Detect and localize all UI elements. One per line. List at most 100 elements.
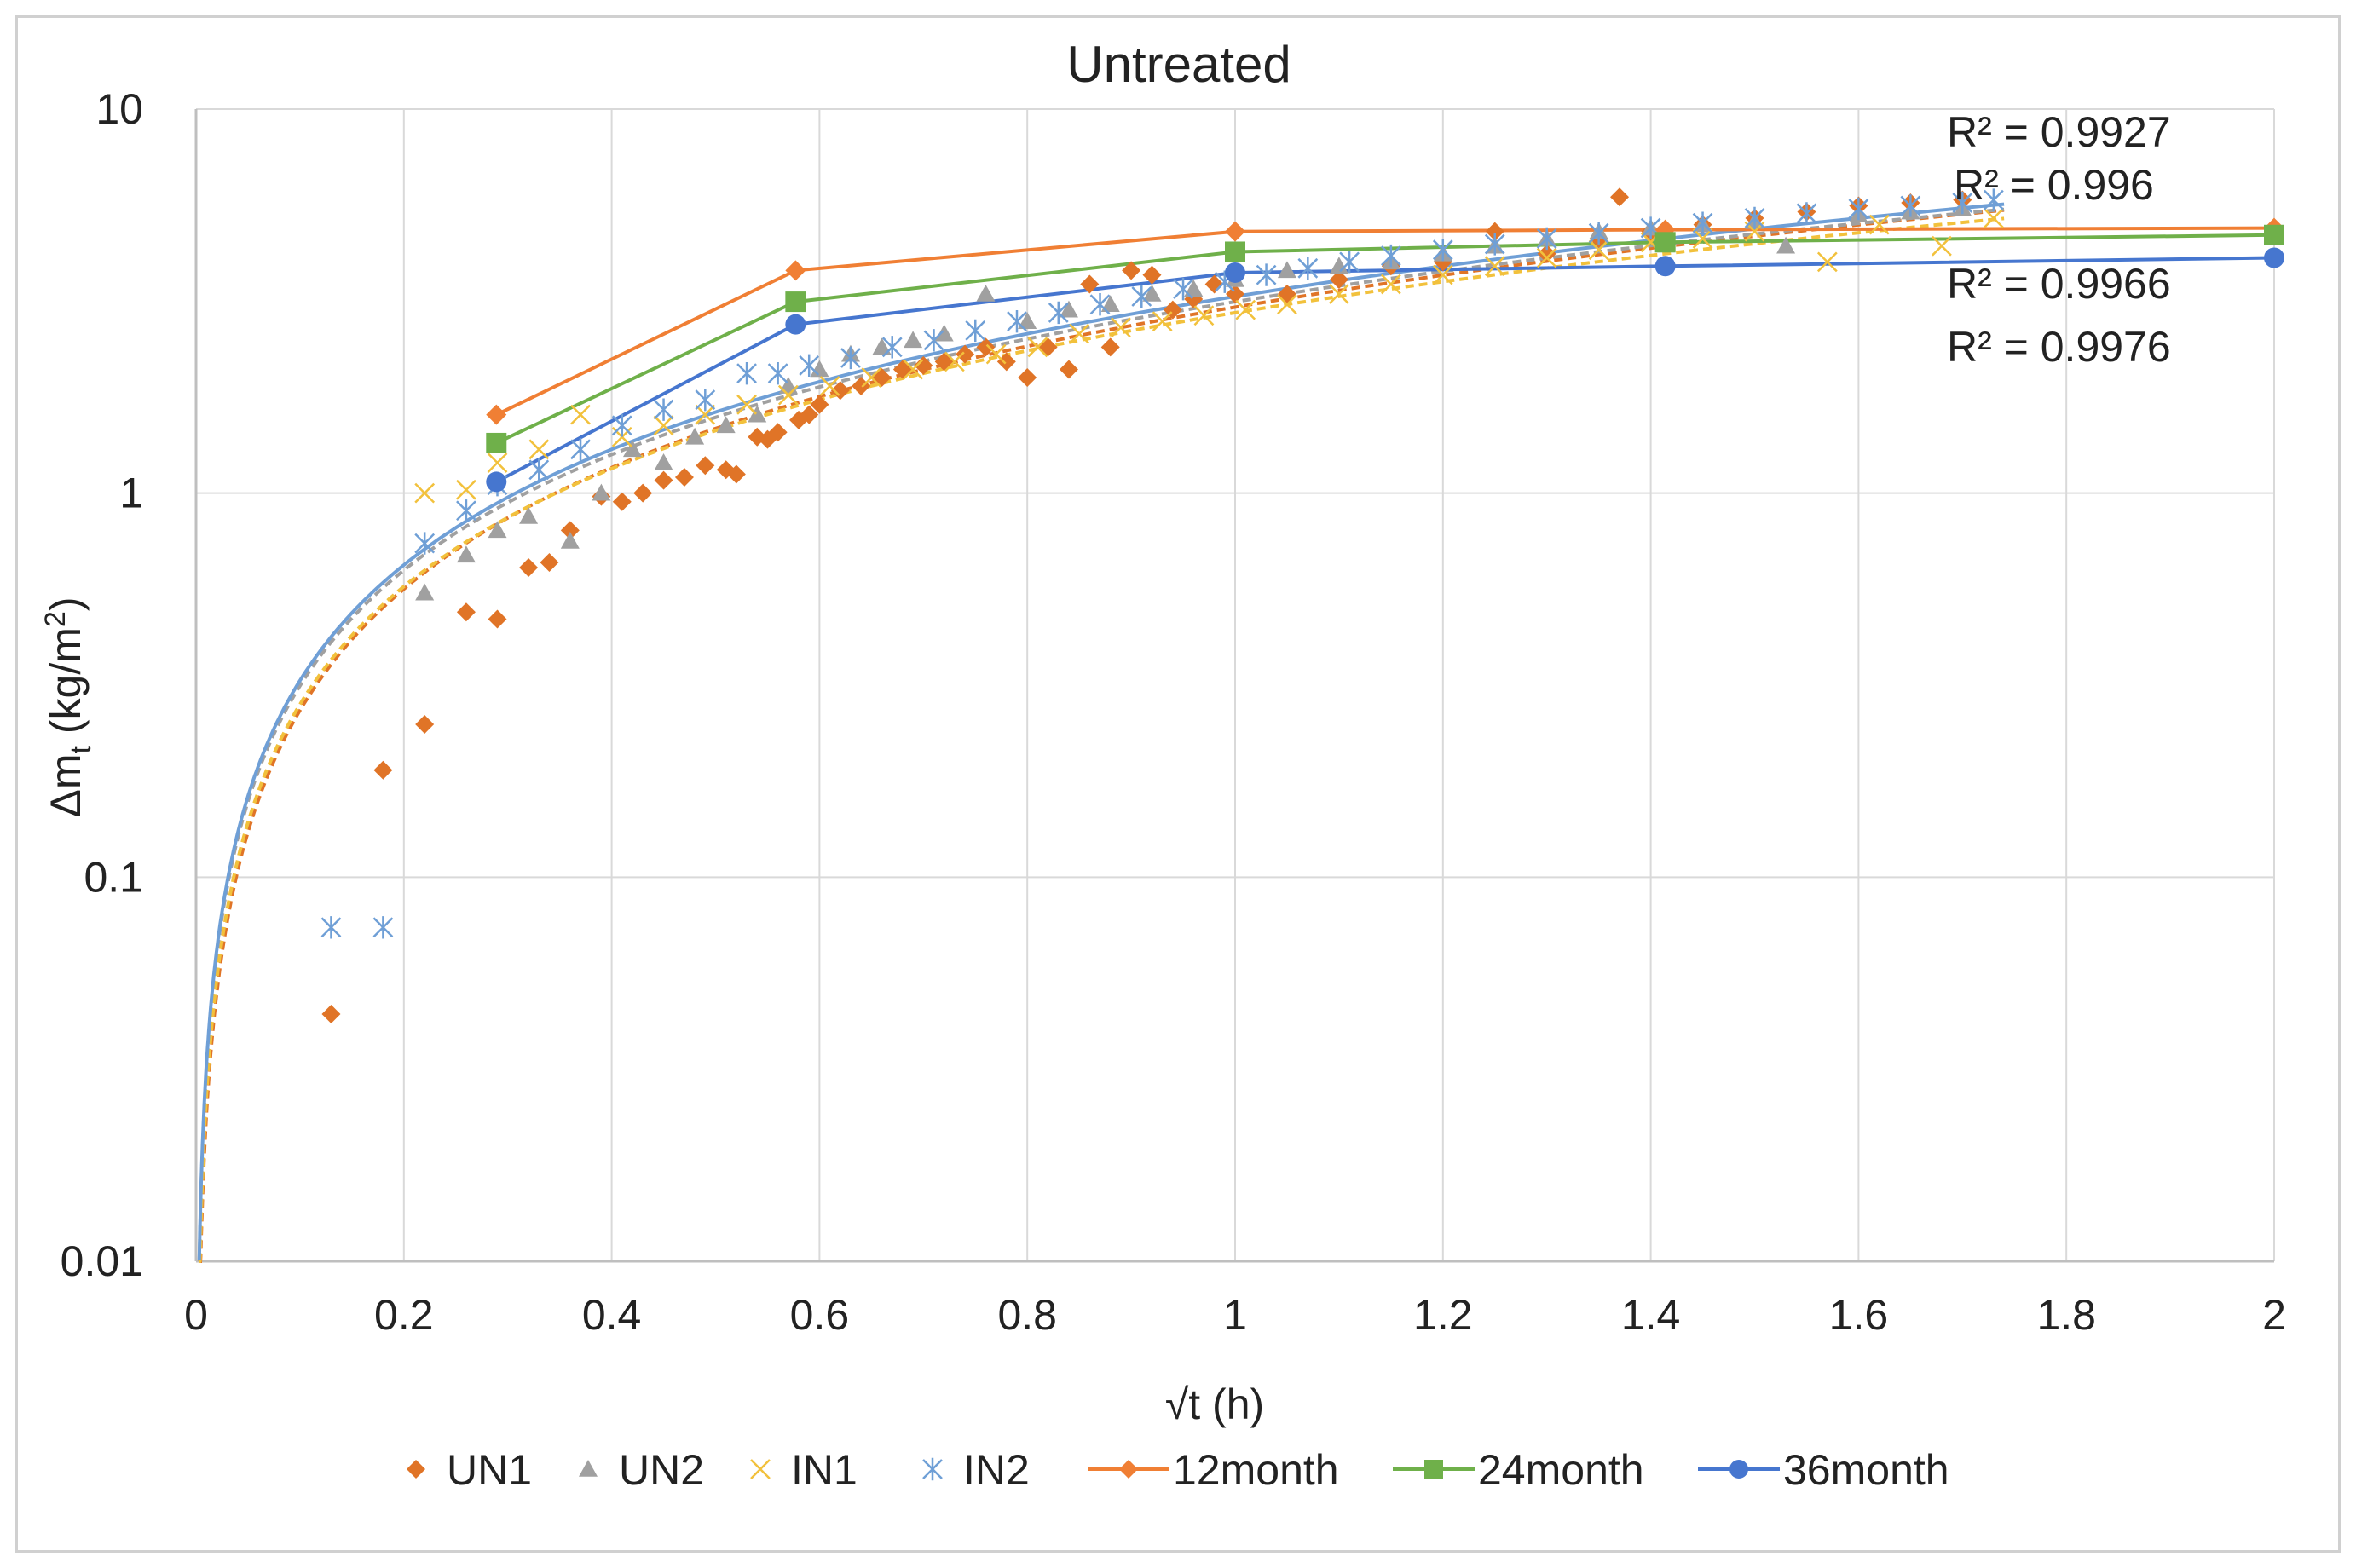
x-tick-label: 1.6 <box>1829 1291 1889 1339</box>
point-UN2 <box>872 337 892 355</box>
point-IN2 <box>1744 206 1765 230</box>
point-36month <box>785 314 806 335</box>
point-IN1 <box>1152 311 1173 332</box>
point-IN1 <box>1588 239 1609 261</box>
x-tick-label: 1.8 <box>2036 1291 2096 1339</box>
point-12month <box>486 404 507 425</box>
point-UN2 <box>1329 257 1348 274</box>
point-UN1 <box>1038 337 1058 357</box>
point-IN1 <box>1069 323 1090 344</box>
point-UN2 <box>622 440 642 458</box>
point-UN2 <box>716 416 736 434</box>
point-IN1 <box>570 404 591 425</box>
point-IN2 <box>1089 293 1111 316</box>
point-IN2 <box>799 354 820 378</box>
point-UN2 <box>415 583 435 601</box>
point-IN1 <box>414 482 436 504</box>
point-IN2 <box>965 319 986 343</box>
legend-marker-36month <box>1729 1460 1748 1479</box>
trendline-IN1 <box>198 216 2005 1263</box>
x-tick-label: 0.4 <box>582 1291 642 1339</box>
point-IN2 <box>1380 244 1401 268</box>
data-points <box>320 187 2284 1024</box>
point-UN1 <box>976 337 996 357</box>
legend-item-36month: 36month <box>1698 1446 1949 1494</box>
point-UN1 <box>633 483 653 503</box>
point-IN2 <box>1588 222 1609 245</box>
x-tick-label: 0.8 <box>997 1291 1057 1339</box>
legend-marker-UN1 <box>407 1460 425 1479</box>
point-IN2 <box>1952 191 1973 215</box>
point-UN2 <box>456 545 476 563</box>
point-IN1 <box>1027 337 1048 358</box>
point-IN1 <box>487 453 508 473</box>
gridlines <box>196 108 2275 1261</box>
point-UN1 <box>373 760 393 780</box>
legend-marker-24month <box>1424 1460 1443 1479</box>
point-24month <box>486 432 507 453</box>
legend-marker-UN2 <box>579 1460 598 1477</box>
point-IN2 <box>611 414 632 437</box>
point-UN1 <box>726 464 746 484</box>
point-IN2 <box>736 361 757 385</box>
point-UN2 <box>1277 261 1296 279</box>
trendlines <box>197 202 2005 1263</box>
point-UN1 <box>540 552 559 572</box>
point-UN1 <box>1122 261 1141 280</box>
point-IN2 <box>1848 197 1869 221</box>
point-IN1 <box>903 359 923 380</box>
legend-label-UN2: UN2 <box>619 1446 704 1494</box>
legend: UN1 UN2 IN1 IN2 12month 24month 36month <box>407 1446 1949 1494</box>
point-IN2 <box>695 388 716 412</box>
point-IN2 <box>1048 301 1069 325</box>
point-IN1 <box>528 439 550 460</box>
legend-item-12month: 12month <box>1088 1446 1339 1494</box>
point-UN2 <box>904 331 923 349</box>
point-UN1 <box>456 602 476 622</box>
point-12month <box>1225 221 1245 242</box>
point-IN2 <box>1796 202 1817 225</box>
point-UN1 <box>996 352 1016 372</box>
point-IN2 <box>570 438 591 461</box>
point-IN1 <box>1277 294 1297 315</box>
point-UN2 <box>1059 300 1078 318</box>
point-UN1 <box>800 405 819 424</box>
trendline-UN2 <box>197 207 2005 1262</box>
point-IN2 <box>840 346 861 370</box>
x-tick-label: 1.2 <box>1413 1291 1473 1339</box>
point-UN1 <box>612 492 632 511</box>
point-24month <box>2264 224 2284 245</box>
point-UN2 <box>778 377 798 394</box>
point-UN1 <box>1100 337 1120 357</box>
point-IN1 <box>653 415 674 436</box>
point-UN1 <box>1142 265 1162 285</box>
point-IN1 <box>861 367 882 388</box>
point-IN2 <box>1692 211 1713 234</box>
legend-label-UN1: UN1 <box>447 1446 532 1494</box>
point-UN1 <box>768 423 788 442</box>
y-tick-label: 1 <box>119 470 143 517</box>
point-12month <box>785 260 806 281</box>
point-IN2 <box>1484 233 1505 256</box>
trendline-IN2 <box>197 202 2005 1260</box>
point-UN2 <box>976 284 996 302</box>
point-UN2 <box>1776 236 1796 254</box>
point-IN1 <box>1111 317 1131 338</box>
point-IN1 <box>456 479 476 500</box>
r2-annotation-4: R² = 0.9976 <box>1947 323 2171 371</box>
point-IN1 <box>1329 284 1349 304</box>
r2-annotation-3: R² = 0.9966 <box>1947 260 2171 308</box>
axes: 0 0.2 0.4 0.6 0.8 1 1.2 1.4 1.6 1.8 2 0.01 0.1 1 10 <box>61 85 2286 1339</box>
point-IN1 <box>1536 247 1557 268</box>
point-IN2 <box>923 329 944 352</box>
point-UN1 <box>1610 187 1630 207</box>
point-UN2 <box>1142 284 1162 302</box>
point-IN1 <box>777 384 799 406</box>
point-UN1 <box>488 609 507 629</box>
y-tick-label: 0.01 <box>61 1237 143 1285</box>
point-UN1 <box>956 344 975 364</box>
point-IN2 <box>653 398 674 421</box>
point-IN2 <box>320 916 342 939</box>
point-UN1 <box>696 456 715 476</box>
